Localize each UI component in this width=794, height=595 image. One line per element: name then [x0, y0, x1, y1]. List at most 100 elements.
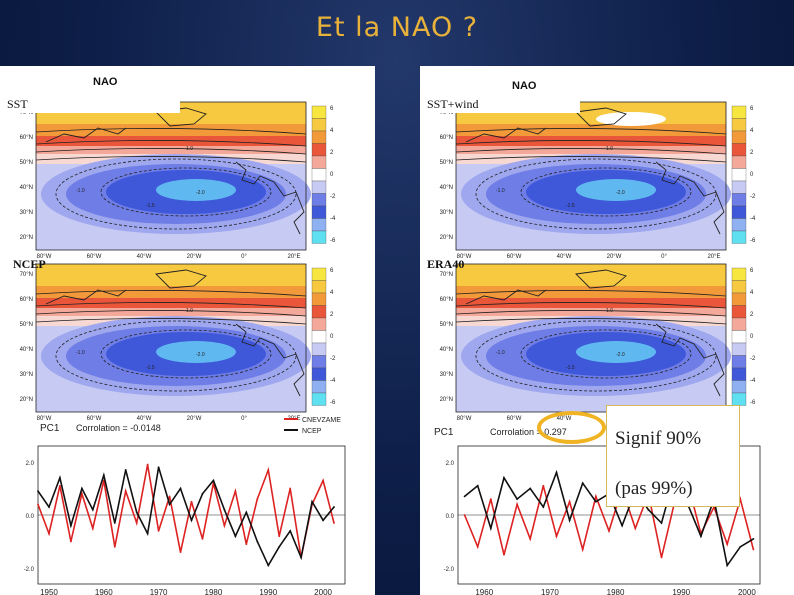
ts-y-tick-label: 0.0 [26, 514, 35, 520]
lat-tick-label: 50°N [440, 322, 453, 328]
colorbar-cell [311, 118, 327, 132]
lon-tick-label: 20°W [607, 254, 622, 260]
colorbar-tick-label: 0 [330, 334, 334, 340]
lon-tick-label: 60°W [507, 254, 522, 260]
map-contour [35, 128, 307, 135]
lat-tick-label: 70°N [20, 110, 33, 116]
lat-tick-label: 20°N [20, 397, 33, 403]
map-contour [55, 320, 297, 392]
ts-point [516, 503, 518, 506]
map-band [456, 308, 726, 316]
map-lobe [156, 341, 236, 363]
map-band [456, 286, 726, 298]
ts-point [555, 471, 558, 474]
contour-label: -2.0 [616, 352, 625, 358]
legend-label-cnevzame: CNEVZAME [302, 417, 341, 424]
lon-tick-label: 80°W [37, 416, 52, 422]
lat-tick-label: 40°N [20, 347, 33, 353]
ts-x-tick-label: 1960 [475, 588, 493, 595]
map-contour [35, 318, 307, 325]
colorbar-cell [311, 355, 327, 369]
lat-tick-label: 40°N [440, 185, 453, 191]
lat-tick-label: 30°N [20, 210, 33, 216]
colorbar-tick-label: -4 [330, 216, 336, 222]
ts-point [289, 487, 292, 490]
ts-point [516, 498, 518, 500]
contour-label: 1.0 [186, 308, 193, 314]
map-contour [455, 302, 727, 309]
ts-y-tick-label: 2.0 [26, 461, 35, 467]
legend-label-ncep: NCEP [302, 428, 322, 435]
lat-tick-label: 40°N [440, 347, 453, 353]
colorbar-cell [731, 367, 747, 381]
ts-point [146, 532, 149, 535]
ts-y-tick-label: 0.0 [446, 514, 455, 520]
lon-tick-label: 0° [241, 254, 247, 260]
legend-left: CNEVZAME NCEP [284, 417, 341, 435]
lon-tick-label: 40°W [557, 254, 572, 260]
lat-tick-label: 30°N [20, 372, 33, 378]
ts-point [223, 508, 226, 511]
map-contour [35, 302, 307, 309]
colorbar-tick-label: 0 [750, 172, 754, 178]
colorbar-cell [311, 342, 327, 356]
ts-x-tick-label: 2000 [314, 588, 332, 595]
ts-point [135, 511, 138, 514]
contour-label: 1.0 [606, 308, 613, 314]
ts-point [267, 564, 270, 567]
ts-point [476, 545, 479, 548]
colorbar-cell [731, 305, 747, 319]
ts-point [157, 530, 160, 532]
ts-point [542, 506, 545, 508]
ts-point [739, 545, 742, 548]
lat-tick-label: 50°N [440, 160, 453, 166]
ts-point [333, 506, 335, 508]
lat-tick-label: 20°N [440, 235, 453, 241]
ts-point [245, 543, 248, 546]
ts-point [568, 519, 571, 522]
ts-point [59, 484, 61, 487]
ts-point [647, 508, 650, 511]
ts-point [489, 498, 492, 500]
map-contour [455, 148, 727, 155]
colorbar-tick-label: 6 [330, 106, 334, 112]
lat-tick-label: 30°N [440, 372, 453, 378]
lon-tick-label: 20°E [287, 254, 300, 260]
colorbar-tick-label: -2 [330, 356, 336, 362]
colorbar-cell [731, 193, 747, 207]
map-contour [455, 128, 727, 135]
signif-line-2: (pas 99%) [615, 478, 693, 499]
contour-label: -2.0 [196, 190, 205, 196]
signif-line-1: Signif 90% [615, 428, 702, 449]
label-sst: SST [4, 96, 180, 113]
contour-label: -1.5 [566, 365, 575, 371]
lat-tick-label: 20°N [20, 235, 33, 241]
label-sst-wind: SST+wind [424, 96, 580, 113]
contour-label: 1.0 [186, 146, 193, 152]
colorbar-tick-label: 0 [330, 172, 334, 178]
coastline-north [465, 289, 547, 305]
lon-tick-label: 60°W [87, 416, 102, 422]
colorbar-cell [731, 342, 747, 356]
colorbar-cell [311, 380, 327, 394]
colorbar-cell [731, 280, 747, 294]
colorbar-cell [731, 118, 747, 132]
ts-point [37, 490, 39, 493]
ts-point [113, 522, 116, 524]
ts-point [113, 545, 116, 548]
ts-x-tick-label: 1980 [607, 588, 625, 595]
ts-x-tick-label: 1990 [672, 588, 690, 595]
ts-point [48, 506, 50, 508]
coastline-greenland [575, 269, 627, 289]
ts-point [234, 535, 237, 538]
lon-tick-label: 60°W [507, 416, 522, 422]
ts-point [463, 514, 466, 516]
ts-point [503, 553, 505, 556]
map-contour [455, 310, 727, 317]
lon-tick-label: 80°W [37, 254, 52, 260]
map-era40-field: 70°N60°N50°N40°N30°N20°N80°W60°W40°W20°W… [440, 263, 756, 422]
ts-point [190, 519, 193, 522]
contour-label: -1.5 [146, 365, 155, 371]
colorbar-cell [311, 230, 327, 244]
timeseries-left: 2.0 0.0 -2.0 1950 1960 1970 1980 1990 2000 [24, 445, 346, 595]
